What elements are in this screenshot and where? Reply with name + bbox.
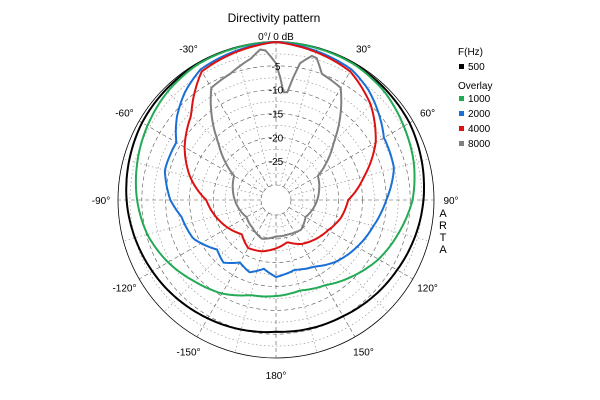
angle-label: 180° — [266, 371, 287, 382]
db-ring — [177, 101, 375, 299]
legend-label: 2000 — [468, 109, 491, 120]
legend-label: 4000 — [468, 124, 491, 135]
angle-spoke — [283, 212, 356, 337]
legend-swatch-main — [459, 64, 464, 69]
watermark-letter: R — [439, 220, 447, 232]
legend: F(Hz) 500 Overlay 1000 2000 4000 8000 — [458, 47, 492, 150]
db-label: -20 — [269, 133, 284, 144]
legend-swatch — [459, 126, 464, 131]
legend-overlay-header: Overlay — [458, 81, 492, 92]
angle-label: -150° — [176, 348, 200, 359]
angle-label: 120° — [417, 284, 438, 295]
angle-spoke — [196, 63, 269, 188]
angle-label: -30° — [179, 44, 197, 55]
db-label: -5 — [272, 62, 281, 73]
legend-label: 8000 — [468, 139, 491, 150]
legend-label: 1000 — [468, 94, 491, 105]
angle-spoke — [288, 120, 413, 193]
db-ring — [129, 53, 423, 347]
db-label: -15 — [269, 110, 284, 121]
db-ring — [213, 137, 339, 263]
legend-label-main: 500 — [468, 62, 485, 73]
top-label: 0°/ 0 dB — [258, 32, 294, 43]
angle-label: 90° — [443, 196, 458, 207]
series-line-1000 — [134, 41, 416, 298]
angle-label: 150° — [353, 348, 374, 359]
axis-labels: 30° 60° 90° 120° 150° 180° -150° -120° -90° -60° -… — [92, 44, 459, 382]
legend-swatch — [459, 96, 464, 101]
legend-swatch — [459, 111, 464, 116]
angle-spoke — [288, 207, 413, 280]
db-label: -10 — [269, 86, 284, 97]
db-ring — [260, 184, 292, 216]
angle-label: 30° — [356, 44, 371, 55]
angle-label: -120° — [112, 284, 136, 295]
legend-header: F(Hz) — [458, 47, 483, 58]
chart-title: Directivity pattern — [228, 11, 321, 25]
db-label: -25 — [269, 157, 284, 168]
watermark-letter: T — [440, 232, 447, 244]
series-group — [125, 41, 425, 334]
db-ring — [248, 172, 304, 228]
angle-label: 60° — [420, 109, 435, 120]
watermark-letter: A — [439, 244, 447, 256]
angle-label: -90° — [92, 196, 110, 207]
angle-spoke — [139, 120, 264, 193]
angle-spoke — [234, 47, 273, 186]
angle-spoke — [283, 63, 356, 188]
series-line-4000 — [183, 41, 377, 253]
watermark-letter: A — [439, 208, 447, 220]
legend-swatch — [459, 141, 464, 146]
angle-label: -60° — [115, 109, 133, 120]
series-line-8000 — [209, 48, 343, 240]
